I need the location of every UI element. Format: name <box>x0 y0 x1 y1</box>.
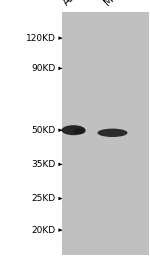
Text: 50KD: 50KD <box>31 126 56 135</box>
Text: MCF-7: MCF-7 <box>102 0 132 8</box>
Text: 90KD: 90KD <box>31 64 56 73</box>
Text: A549: A549 <box>61 0 87 8</box>
Ellipse shape <box>74 128 86 134</box>
Text: 20KD: 20KD <box>31 226 56 235</box>
Text: 25KD: 25KD <box>31 194 56 203</box>
FancyBboxPatch shape <box>62 12 149 255</box>
Ellipse shape <box>98 129 128 137</box>
Text: 120KD: 120KD <box>26 34 56 43</box>
Ellipse shape <box>61 125 85 135</box>
Text: 35KD: 35KD <box>31 160 56 169</box>
